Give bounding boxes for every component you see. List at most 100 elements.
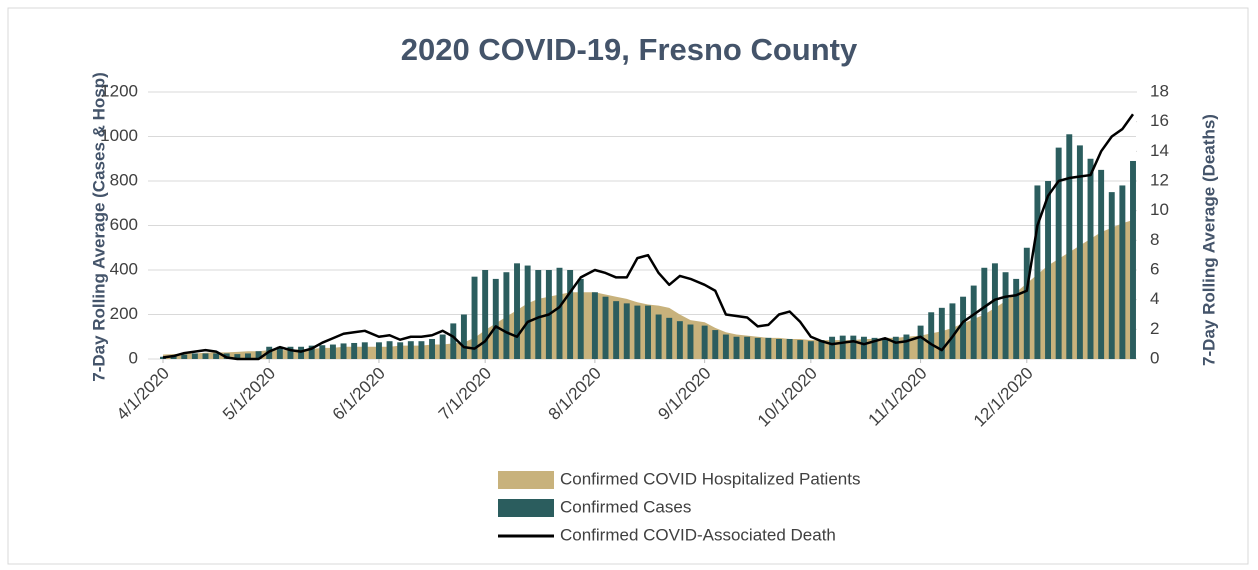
bar (754, 337, 761, 359)
bar (375, 342, 382, 359)
chart-title: 2020 COVID-19, Fresno County (401, 32, 858, 67)
bar (397, 342, 404, 359)
bar (213, 353, 220, 359)
y2-tick-label: 14 (1150, 141, 1169, 160)
y-tick-label: 200 (110, 304, 138, 323)
bar (882, 337, 889, 359)
bar (361, 342, 368, 359)
y2-tick-label: 2 (1150, 319, 1159, 338)
bar (524, 265, 531, 359)
bar (666, 317, 673, 359)
y2-tick-label: 18 (1150, 81, 1169, 100)
bar (492, 278, 499, 359)
y2-tick-label: 12 (1150, 170, 1169, 189)
y-tick-label: 1200 (100, 81, 138, 100)
bar (1108, 192, 1115, 359)
bar (514, 263, 520, 359)
bar (676, 321, 683, 359)
bar (202, 353, 209, 359)
bar (482, 270, 489, 359)
bar (765, 337, 772, 359)
bar (160, 356, 166, 359)
legend-swatch (498, 471, 554, 489)
bar (1002, 272, 1009, 359)
bar (928, 312, 935, 359)
bar (181, 354, 188, 359)
y-tick-label: 400 (110, 259, 138, 278)
bar (503, 272, 510, 359)
y-tick-label: 1000 (100, 126, 138, 145)
bar (429, 338, 436, 359)
bar (807, 341, 814, 359)
bar (329, 344, 336, 359)
y2-tick-label: 6 (1150, 259, 1159, 278)
bar (556, 267, 563, 359)
bar (776, 338, 782, 359)
bar (298, 346, 305, 359)
bar (567, 270, 574, 359)
bar (623, 303, 630, 359)
bar (645, 305, 651, 359)
bar (712, 330, 719, 359)
legend-label: Confirmed Cases (560, 497, 691, 516)
bar (1023, 247, 1030, 359)
bar (744, 336, 751, 359)
bar (938, 307, 945, 359)
bar (418, 341, 425, 359)
bar (170, 355, 177, 359)
bar (981, 267, 988, 359)
bar (450, 323, 457, 359)
y2-tick-label: 8 (1150, 230, 1159, 249)
bar (386, 341, 393, 359)
bar (818, 340, 825, 359)
bar (319, 345, 326, 359)
bar (687, 324, 694, 359)
bar (1013, 278, 1020, 359)
bar (949, 303, 956, 359)
bar (970, 285, 977, 359)
y-tick-label: 0 (129, 348, 138, 367)
bar (892, 336, 899, 359)
bar (255, 351, 262, 359)
bar (917, 325, 924, 359)
bar (797, 340, 804, 359)
y-tick-label: 800 (110, 170, 138, 189)
bar (871, 337, 878, 359)
bar (960, 296, 967, 359)
bar (903, 334, 910, 359)
bar (829, 336, 836, 359)
bar (839, 335, 846, 359)
bar (613, 301, 620, 359)
bar (1087, 158, 1094, 359)
bar (1045, 181, 1052, 359)
bar (1066, 134, 1073, 359)
legend-label: Confirmed COVID-Associated Death (560, 525, 836, 544)
bar (191, 353, 198, 359)
bar (1076, 145, 1083, 359)
bar (351, 342, 358, 359)
bar (340, 343, 347, 359)
bar (860, 336, 867, 359)
y2-tick-label: 4 (1150, 289, 1159, 308)
bar (850, 335, 857, 359)
y-tick-label: 600 (110, 215, 138, 234)
bar (722, 334, 729, 359)
bar (276, 346, 283, 359)
bar (701, 325, 708, 359)
bar (1130, 160, 1136, 359)
bar (535, 270, 542, 359)
bar (1055, 147, 1062, 359)
legend-label: Confirmed COVID Hospitalized Patients (560, 469, 860, 488)
bar (287, 346, 294, 359)
bar (460, 314, 467, 359)
y2-tick-label: 0 (1150, 348, 1159, 367)
bar (234, 354, 241, 359)
y-axis-title: 7-Day Rolling Average (Cases & Hosp) (89, 72, 108, 382)
bar (244, 353, 251, 359)
bar (602, 296, 609, 359)
bar (1119, 185, 1126, 359)
bar (471, 276, 478, 359)
line (162, 113, 1135, 361)
